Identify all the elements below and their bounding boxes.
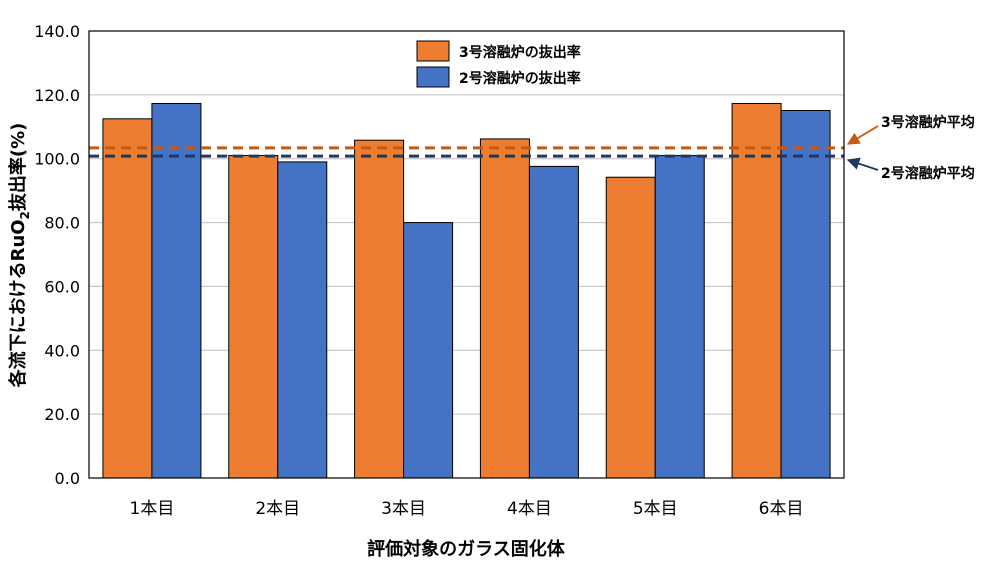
bar-series-1-1	[102, 118, 153, 479]
bar-series-1-6	[731, 102, 782, 479]
y-axis-title: 各流下におけるRuO2抜出率(%)	[7, 123, 32, 389]
reference-annotations: 3号溶融炉平均 2号溶融炉平均	[846, 114, 975, 182]
y-tick-label: 80.0	[44, 214, 80, 233]
plot-frame	[88, 30, 845, 479]
bar-series-1-2	[228, 155, 279, 479]
y-tick-labels: 0.0 20.0 40.0 60.0 80.0 100.0 120.0 140.0	[34, 22, 80, 488]
bar-series-2-4	[528, 165, 579, 479]
bar-series-2-1	[151, 102, 202, 479]
x-category-label: 3本目	[381, 499, 426, 519]
y-tick-label: 120.0	[34, 86, 80, 105]
bars	[102, 102, 831, 479]
y-tick-label: 140.0	[34, 22, 80, 41]
y-tick-label: 0.0	[55, 469, 80, 488]
x-category-label: 5本目	[633, 499, 678, 519]
reference-arrow-3	[846, 125, 879, 145]
y-tick-label: 100.0	[34, 150, 80, 169]
reference-arrow-2	[846, 157, 879, 171]
y-tick-label: 40.0	[44, 341, 80, 360]
x-category-labels: 1本目 2本目 3本目 4本目 5本目 6本目	[130, 499, 804, 519]
bar-series-1-3	[354, 139, 405, 479]
legend-swatch-series-1	[416, 40, 450, 62]
x-axis-title: 評価対象のガラス固化体	[367, 538, 566, 560]
reference-lines	[89, 146, 844, 158]
bar-series-2-5	[654, 155, 705, 479]
y-axis-title-rest: 抜出率(%)	[7, 123, 29, 212]
reference-label-2: 2号溶融炉平均	[881, 165, 975, 182]
legend-label-series-1: 3号溶融炉の抜出率	[459, 44, 581, 61]
x-category-label: 1本目	[130, 499, 175, 519]
bar-series-2-6	[780, 110, 831, 479]
x-category-label: 2本目	[255, 499, 300, 519]
x-category-label: 4本目	[507, 499, 552, 519]
y-axis-title-main: 各流下におけるRuO	[7, 219, 29, 388]
legend: 3号溶融炉の抜出率 2号溶融炉の抜出率	[416, 40, 581, 88]
bar-series-1-4	[479, 138, 530, 479]
grid-lines	[89, 94, 844, 415]
x-category-label: 6本目	[759, 499, 804, 519]
bar-series-1-5	[605, 176, 656, 479]
reference-label-3: 3号溶融炉平均	[881, 114, 975, 131]
y-axis-title-subscript: 2	[18, 211, 32, 219]
bar-series-2-3	[403, 222, 454, 479]
legend-label-series-2: 2号溶融炉の抜出率	[459, 70, 581, 87]
y-tick-label: 60.0	[44, 277, 80, 296]
legend-swatch-series-2	[416, 66, 450, 88]
y-tick-label: 20.0	[44, 405, 80, 424]
bar-series-2-2	[277, 161, 328, 479]
